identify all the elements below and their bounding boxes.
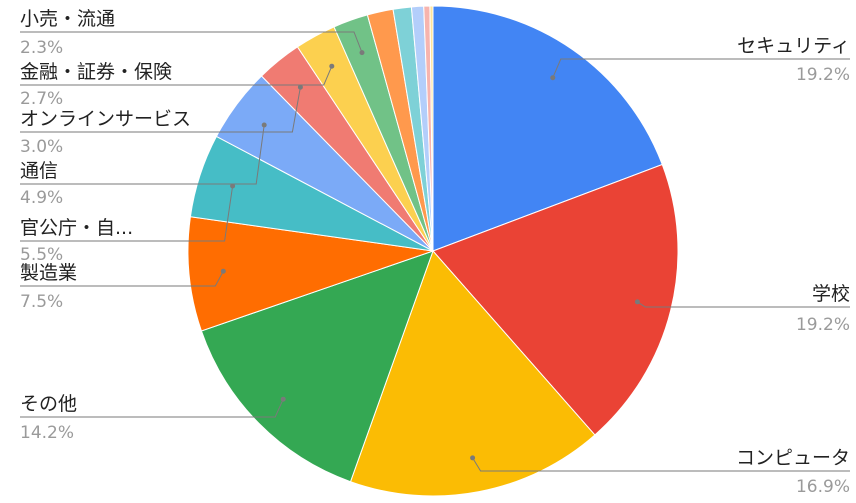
slice-1-label: 学校 bbox=[812, 283, 850, 305]
slice-3-percent: 14.2% bbox=[20, 423, 74, 443]
slice-3-wedge[interactable] bbox=[200, 250, 434, 483]
leader-lines-layer bbox=[20, 31, 850, 472]
slice-7-leader-line bbox=[20, 87, 301, 133]
slice-9-leader-line bbox=[20, 31, 363, 53]
slice-2-leader-line bbox=[472, 457, 850, 472]
slice-0-label: セキュリティ bbox=[737, 35, 850, 57]
slice-6-label: 通信 bbox=[20, 160, 58, 182]
slice-4-label: 製造業 bbox=[20, 262, 77, 284]
slice-4-wedge[interactable] bbox=[187, 216, 434, 332]
slice-2-label: コンピュータ bbox=[736, 447, 850, 469]
slice-2-percent: 16.9% bbox=[796, 477, 850, 497]
slice-1-leader-line bbox=[637, 301, 850, 308]
slice-9-percent: 2.3% bbox=[20, 38, 63, 58]
slice-5-percent: 5.5% bbox=[20, 245, 63, 265]
slice-7-label: オンラインサービス bbox=[20, 108, 191, 130]
slice-6-leader-line bbox=[20, 124, 265, 185]
slice-0-wedge[interactable] bbox=[432, 5, 663, 252]
slice-8-label: 金融・証券・保険 bbox=[20, 61, 172, 83]
slice-6-percent: 4.9% bbox=[20, 188, 63, 208]
slice-4-percent: 7.5% bbox=[20, 292, 63, 312]
slice-5-label: 官公庁・自... bbox=[20, 217, 133, 239]
slice-4-leader-line bbox=[20, 270, 224, 287]
slice-14-wedge[interactable] bbox=[429, 5, 434, 252]
slice-1-wedge[interactable] bbox=[432, 163, 679, 436]
slice-8-percent: 2.7% bbox=[20, 89, 63, 109]
slice-3-label: その他 bbox=[20, 393, 77, 415]
slice-7-percent: 3.0% bbox=[20, 137, 63, 157]
slice-1-percent: 19.2% bbox=[796, 315, 850, 335]
slice-0-percent: 19.2% bbox=[796, 65, 850, 85]
slice-8-leader-line bbox=[20, 66, 333, 86]
slice-9-label: 小売・流通 bbox=[20, 8, 115, 30]
slice-3-leader-line bbox=[20, 398, 284, 418]
slice-0-leader-line bbox=[552, 58, 850, 78]
slices-layer bbox=[187, 5, 679, 497]
labels-layer: セキュリティ 19.2% 学校 19.2% コンピュータ 16.9% その他 14.2% 製造業… bbox=[20, 8, 850, 497]
slice-5-leader-line bbox=[20, 185, 234, 242]
